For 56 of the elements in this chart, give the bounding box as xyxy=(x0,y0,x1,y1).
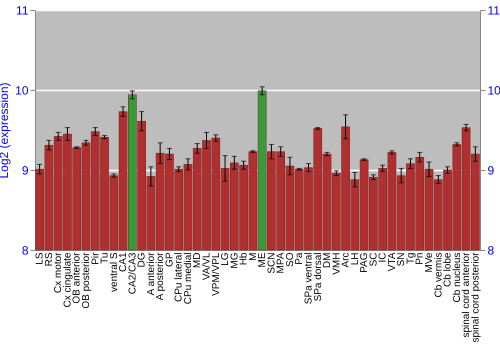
x-tick-label: OB posterior xyxy=(80,252,92,309)
x-tick-label: Cx cingulate xyxy=(62,252,74,308)
x-tick-label: DM xyxy=(322,252,334,268)
x-tick-label: CA1 xyxy=(118,252,130,272)
x-tick-label: Cb nucleus xyxy=(452,252,463,303)
y2-tick-label: 11 xyxy=(488,4,500,18)
x-tick-label: VA/VL xyxy=(202,252,213,280)
x-tick-label: SPa dorsal xyxy=(312,252,324,302)
x-tick-label: ventral S xyxy=(108,252,120,292)
x-tick-label: MVe xyxy=(424,252,436,273)
x-tick-label: Cb lobe xyxy=(442,252,454,287)
x-tick-label: SC xyxy=(368,252,380,266)
x-tick-label: MPA xyxy=(276,252,287,274)
x-tick-label: Pa xyxy=(294,252,306,265)
x-tick-label: Pir xyxy=(90,252,102,265)
x-tick-label: MD xyxy=(192,252,204,268)
x-tick-label: Tg xyxy=(405,252,416,264)
x-tick-label: A posterior xyxy=(155,252,166,300)
x-tick-label: Pn xyxy=(414,252,426,265)
y2-tick-label: 9 xyxy=(488,164,494,178)
x-tick-label: RS xyxy=(44,252,55,266)
y2-tick-label: 8 xyxy=(488,244,494,258)
y-tick-label: 10 xyxy=(15,84,29,98)
x-tick-label: CPu medial xyxy=(182,252,194,304)
x-tick-label: LG xyxy=(220,252,232,266)
x-tick-label: Hb xyxy=(238,252,250,266)
x-tick-label: M xyxy=(248,252,259,261)
x-tick-label: LH xyxy=(350,252,361,266)
x-tick-label: spinal cord posterior xyxy=(470,252,482,343)
x-tick-label: A anterior xyxy=(146,252,157,296)
x-tick-label: LS xyxy=(34,252,46,265)
x-tick-label: Cb vermis xyxy=(433,252,444,298)
x-tick-label: ME xyxy=(257,252,268,268)
x-tick-label: SCN xyxy=(266,252,278,274)
x-tick-label: CA2/CA3 xyxy=(127,252,138,294)
x-tick-label: VMH xyxy=(331,252,342,275)
x-tick-label: CPu lateral xyxy=(174,252,185,302)
y-tick-label: 8 xyxy=(22,244,29,258)
x-tick-label: spinal cord anterior xyxy=(461,252,472,338)
x-tick-label: SPa ventral xyxy=(303,252,314,304)
y-tick-label: 11 xyxy=(16,4,29,18)
x-tick-label: SO xyxy=(284,252,296,267)
x-tick-label: DG xyxy=(136,252,148,268)
x-tick-label: GP xyxy=(164,252,176,267)
x-tick-label: Tu xyxy=(100,252,111,264)
x-tick-label: VTA xyxy=(386,252,398,272)
x-tick-label: Cx motor xyxy=(53,252,64,294)
x-tick-label: MG xyxy=(229,252,240,269)
y2-tick-label: 10 xyxy=(488,84,500,98)
y-tick-label: 9 xyxy=(22,164,29,178)
x-tick-label: VPM/VPL xyxy=(210,252,222,296)
x-tick-label: PAG xyxy=(359,252,370,273)
x-tick-label: Arc xyxy=(340,252,352,268)
x-tick-label: OB anterior xyxy=(72,252,83,304)
x-tick-label: IC xyxy=(378,252,389,262)
x-tick-label: SN xyxy=(396,252,408,266)
